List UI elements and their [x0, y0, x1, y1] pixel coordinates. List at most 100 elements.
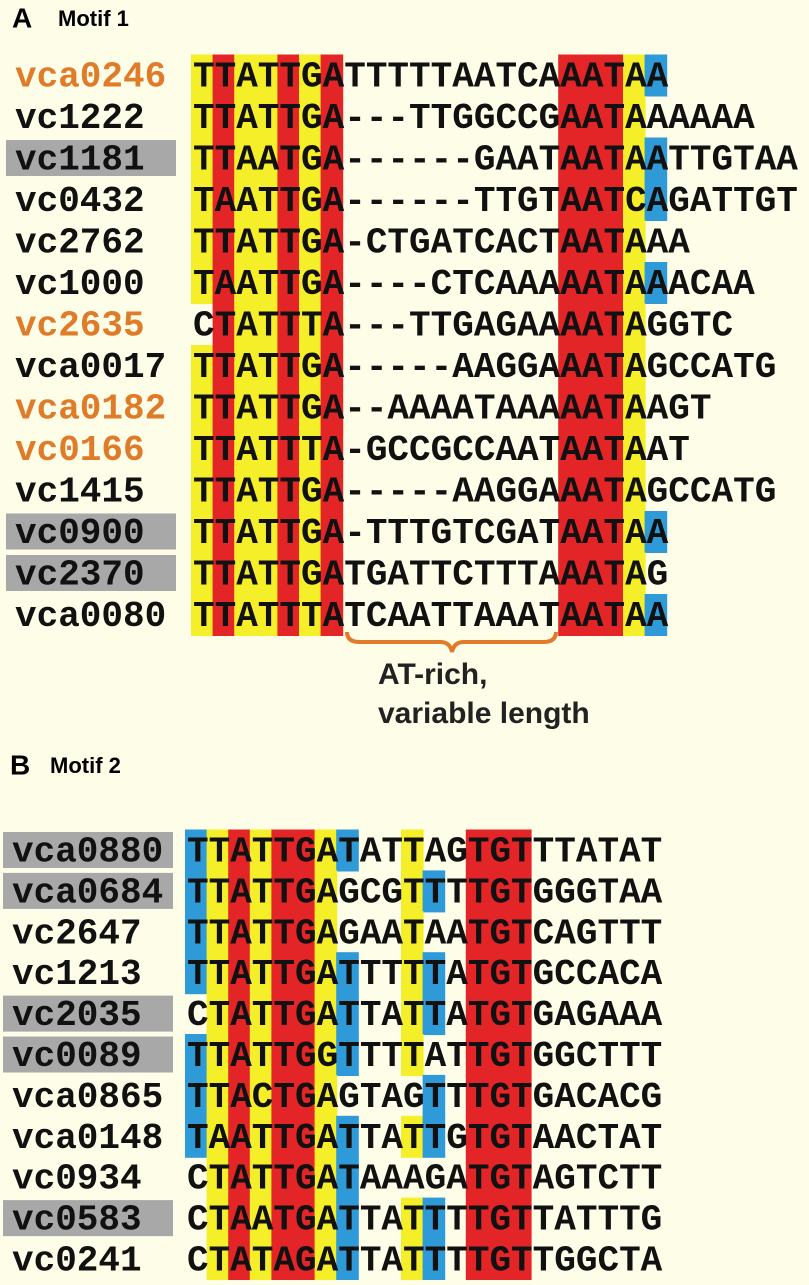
highlight	[277, 594, 300, 636]
gene-name: vc0432	[15, 181, 145, 222]
highlight	[320, 469, 344, 512]
highlight	[228, 993, 251, 1036]
sequence: TAATTGATTATTGTGTAACTAT	[187, 1118, 662, 1159]
highlight	[271, 993, 294, 1036]
gene-name: vca0880	[12, 832, 163, 873]
highlight	[234, 220, 257, 263]
highlight	[255, 54, 279, 97]
highlight	[228, 1197, 251, 1240]
highlight	[509, 829, 532, 872]
highlight	[277, 54, 300, 97]
highlight	[579, 552, 603, 595]
sequence: TTATTGA--AAAATAAAAATAAGT	[193, 389, 711, 430]
highlight	[255, 303, 279, 346]
highlight	[314, 870, 338, 913]
highlight	[601, 511, 624, 553]
highlight	[212, 179, 236, 221]
highlight	[401, 993, 424, 1036]
highlight	[623, 303, 646, 346]
brace	[345, 631, 558, 653]
highlight	[558, 137, 581, 180]
highlight	[206, 1197, 230, 1240]
highlight	[314, 952, 338, 995]
highlight	[314, 1074, 338, 1117]
highlight	[277, 345, 300, 387]
highlight	[579, 179, 603, 221]
highlight	[623, 220, 646, 263]
highlight	[191, 552, 214, 595]
highlight	[509, 1115, 532, 1158]
highlight	[234, 386, 257, 429]
highlight	[255, 345, 279, 387]
highlight	[271, 1074, 294, 1117]
highlight	[314, 1034, 338, 1076]
highlight	[249, 1115, 273, 1158]
annotation: AT-rich,	[378, 658, 487, 691]
highlight	[623, 469, 646, 512]
highlight	[293, 870, 316, 913]
highlight	[255, 594, 279, 636]
sequence: TTATTGA---TTGGCCGAATAAAAAA	[193, 98, 755, 139]
gene-name: vc2647	[12, 913, 142, 954]
highlight	[558, 511, 581, 553]
highlight	[579, 262, 603, 304]
highlight	[255, 511, 279, 553]
highlight	[293, 1034, 316, 1076]
highlights	[191, 54, 668, 636]
highlight	[336, 1115, 359, 1158]
highlight	[228, 1074, 251, 1117]
highlight	[212, 511, 236, 553]
highlight	[509, 1074, 532, 1117]
highlight	[422, 1197, 446, 1240]
highlight	[487, 1197, 510, 1240]
highlight	[293, 1115, 316, 1158]
highlight	[465, 870, 489, 913]
highlight	[255, 552, 279, 595]
highlight	[191, 345, 214, 387]
highlight	[299, 594, 322, 636]
highlight	[234, 54, 257, 97]
panel-title: Motif 1	[58, 6, 129, 31]
highlight	[277, 220, 300, 263]
highlight	[206, 911, 230, 954]
highlight	[206, 993, 230, 1036]
highlight	[465, 952, 489, 995]
sequence: TTATTGATGATTCTTTAAATAG	[193, 555, 668, 596]
sequence: CTATTTA---TTGAGAAAATAGGTC	[193, 306, 733, 347]
highlight	[185, 1074, 208, 1117]
gene-name: vc0583	[12, 1200, 142, 1241]
highlight	[623, 137, 646, 180]
highlight	[401, 1197, 424, 1240]
highlight	[422, 870, 446, 913]
name-box	[6, 513, 176, 550]
highlight	[314, 1156, 338, 1199]
highlight	[299, 96, 322, 138]
gene-name: vc2635	[15, 306, 145, 347]
highlight	[558, 179, 581, 221]
highlight	[293, 1156, 316, 1199]
highlight	[623, 96, 646, 138]
highlight	[299, 386, 322, 429]
highlight	[422, 1115, 446, 1158]
highlight	[465, 829, 489, 872]
highlight	[299, 137, 322, 180]
highlight	[314, 1238, 338, 1281]
highlight	[293, 1074, 316, 1117]
highlight	[191, 96, 214, 138]
highlight	[601, 137, 624, 180]
highlight	[558, 345, 581, 387]
gene-name: vc0934	[12, 1159, 142, 1200]
highlight	[623, 552, 646, 595]
highlight	[320, 345, 344, 387]
highlight	[601, 54, 624, 97]
gene-name: vc0166	[15, 430, 145, 471]
name-box	[6, 140, 176, 176]
highlight	[212, 137, 236, 180]
highlight	[249, 829, 273, 872]
sequence: TTACTGAGTAGTTTGTGACACG	[187, 1077, 662, 1118]
highlight	[212, 386, 236, 429]
highlight	[271, 1197, 294, 1240]
sequence: TTATTGATATTAGTGTTTATAT	[187, 832, 662, 873]
highlight	[191, 511, 214, 553]
highlight	[277, 303, 300, 346]
